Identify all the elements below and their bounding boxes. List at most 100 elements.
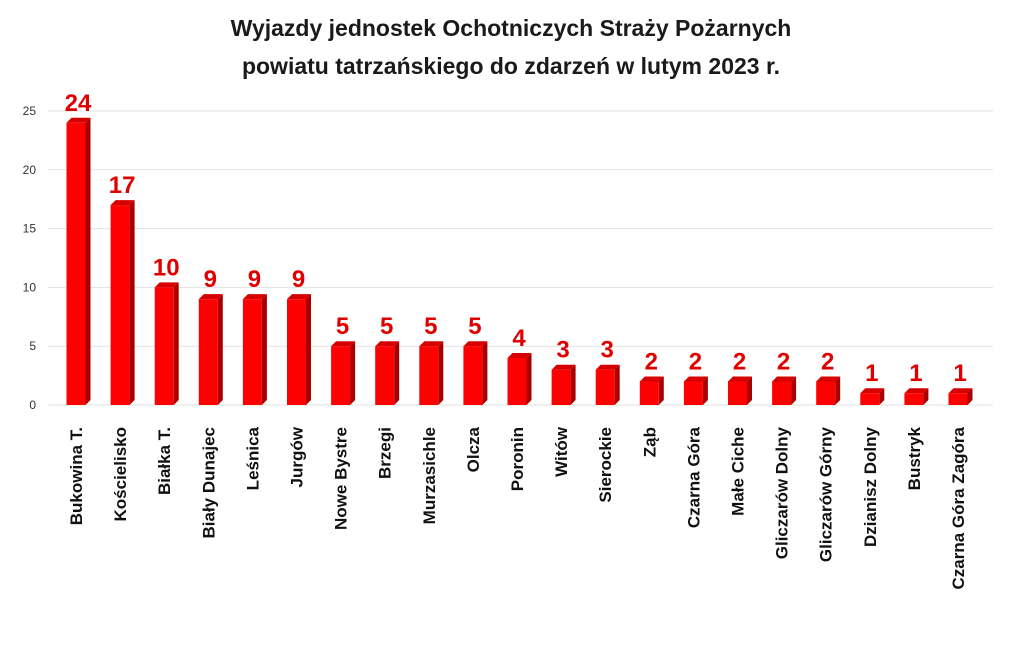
- bar-side: [658, 376, 664, 405]
- category-label: Jurgów: [288, 426, 307, 487]
- bar: [595, 364, 620, 405]
- data-label: 2: [777, 348, 790, 375]
- bar: [860, 388, 885, 405]
- bar-side: [614, 364, 620, 405]
- bar: [419, 341, 444, 405]
- category-label: Kościelisko: [111, 427, 130, 522]
- bar: [639, 376, 664, 405]
- data-label: 3: [601, 337, 614, 364]
- data-label: 5: [380, 313, 393, 340]
- bar-side: [791, 376, 797, 405]
- bar-front: [375, 346, 395, 405]
- category-label: Sierockie: [596, 427, 615, 503]
- bar-side: [350, 341, 356, 405]
- data-label: 2: [733, 348, 746, 375]
- y-tick-label: 15: [23, 222, 37, 236]
- data-label: 2: [689, 348, 702, 375]
- bar-side: [129, 200, 135, 405]
- bar-front: [948, 393, 968, 405]
- bar-top: [287, 294, 311, 300]
- bar-front: [154, 287, 174, 405]
- data-label: 1: [953, 360, 966, 387]
- y-tick-label: 25: [23, 104, 37, 118]
- category-label: Czarna Góra Zagóra: [949, 426, 968, 589]
- bar: [728, 376, 752, 405]
- bar-top: [904, 388, 929, 394]
- bar-side: [967, 388, 973, 405]
- bar: [110, 200, 135, 405]
- bar-side: [702, 376, 708, 405]
- bar-top: [551, 364, 576, 370]
- bar-top: [154, 282, 179, 288]
- bar-side: [570, 364, 576, 405]
- bar: [507, 352, 532, 405]
- bar: [66, 117, 91, 405]
- bar-top: [110, 200, 135, 206]
- category-label: Białka T.: [155, 427, 174, 495]
- bar-front: [904, 393, 924, 405]
- category-label: Olcza: [464, 426, 483, 472]
- data-label: 17: [109, 172, 136, 199]
- bar-top: [595, 364, 620, 370]
- bar-side: [438, 341, 444, 405]
- bar: [551, 364, 576, 405]
- bar-top: [375, 341, 400, 347]
- y-tick-label: 10: [23, 280, 37, 294]
- bar: [198, 294, 223, 405]
- category-label: Bukowina T.: [67, 427, 86, 525]
- data-label: 2: [821, 348, 834, 375]
- bar: [242, 294, 267, 405]
- bar-top: [507, 352, 532, 358]
- data-labels: 24 17 10 9 9 9 5 5 5 5 4 3 3 2 2 2 2 2 1 1 1: [65, 90, 967, 387]
- bar: [948, 388, 973, 405]
- category-label: Murzasichle: [420, 427, 439, 524]
- bar-side: [394, 341, 400, 405]
- category-label: Bustryk: [905, 426, 924, 490]
- bar-front: [66, 122, 86, 405]
- category-label: Gliczarów Dolny: [773, 426, 792, 559]
- bar-front: [860, 393, 880, 405]
- bar-side: [306, 294, 311, 405]
- data-label: 9: [292, 266, 305, 293]
- bar-front: [639, 381, 659, 405]
- y-tick-label: 20: [23, 163, 37, 177]
- bar: [772, 376, 797, 405]
- bar-front: [595, 369, 615, 405]
- data-label: 4: [512, 325, 526, 352]
- bar: [375, 341, 400, 405]
- bar-front: [551, 369, 571, 405]
- bar-side: [747, 376, 752, 405]
- data-label: 24: [65, 90, 92, 117]
- bar-front: [110, 205, 130, 405]
- bar-side: [173, 282, 179, 405]
- chart-title-line-2: powiatu tatrzańskiego do zdarzeń w lutym…: [242, 53, 780, 79]
- category-label: Biały Dunajec: [199, 427, 218, 539]
- y-tick-label: 5: [29, 339, 36, 353]
- bar-top: [242, 294, 267, 300]
- bar: [904, 388, 929, 405]
- bar-top: [860, 388, 885, 394]
- bar-side: [261, 294, 267, 405]
- category-label: Nowe Bystre: [332, 427, 351, 530]
- bar-top: [198, 294, 223, 300]
- bar: [287, 294, 311, 405]
- category-label: Ząb: [640, 427, 659, 457]
- bar-front: [419, 346, 439, 405]
- bar-front: [816, 381, 836, 405]
- bar-side: [526, 352, 532, 405]
- category-label: Czarna Góra: [684, 426, 703, 528]
- bar: [816, 376, 841, 405]
- bar-top: [639, 376, 664, 382]
- x-axis-categories: Bukowina T. Kościelisko Białka T. Biały Dun…: [67, 426, 968, 589]
- category-label: Witów: [552, 426, 571, 477]
- bar-front: [728, 381, 747, 405]
- bar-top: [683, 376, 708, 382]
- bar-front: [772, 381, 792, 405]
- bar-top: [463, 341, 488, 347]
- data-label: 1: [909, 360, 922, 387]
- y-axis-ticks: 0 5 10 15 20 25: [23, 104, 37, 412]
- bar-side: [835, 376, 841, 405]
- data-label: 5: [424, 313, 437, 340]
- bar-front: [287, 299, 306, 405]
- bar-side: [923, 388, 929, 405]
